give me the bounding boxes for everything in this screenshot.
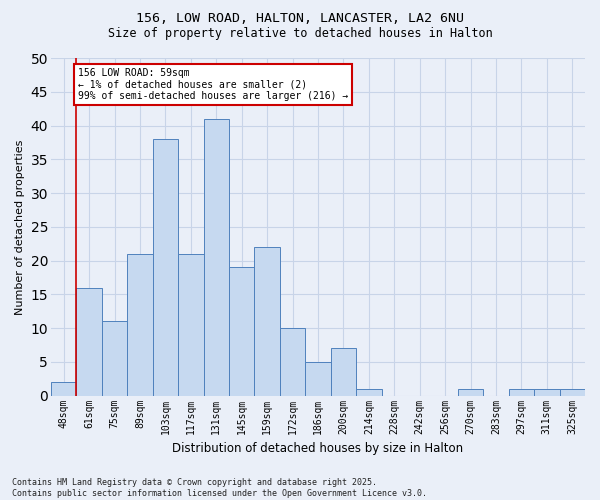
Bar (509, 389, 534, 396)
Bar (203, 119, 229, 396)
Bar (76, 288, 102, 396)
Bar (254, 247, 280, 396)
Bar (127, 254, 152, 396)
Bar (305, 362, 331, 396)
Text: Size of property relative to detached houses in Halton: Size of property relative to detached ho… (107, 28, 493, 40)
Bar (102, 322, 127, 396)
Bar (331, 348, 356, 396)
Y-axis label: Number of detached properties: Number of detached properties (15, 139, 25, 314)
Bar (356, 389, 382, 396)
Bar (152, 139, 178, 396)
Bar (178, 254, 203, 396)
Text: 156 LOW ROAD: 59sqm
← 1% of detached houses are smaller (2)
99% of semi-detached: 156 LOW ROAD: 59sqm ← 1% of detached hou… (77, 68, 348, 102)
Text: Contains HM Land Registry data © Crown copyright and database right 2025.
Contai: Contains HM Land Registry data © Crown c… (12, 478, 427, 498)
Bar (280, 328, 305, 396)
Bar (534, 389, 560, 396)
Bar (458, 389, 483, 396)
Text: 156, LOW ROAD, HALTON, LANCASTER, LA2 6NU: 156, LOW ROAD, HALTON, LANCASTER, LA2 6N… (136, 12, 464, 26)
Bar (51, 382, 76, 396)
Bar (229, 268, 254, 396)
X-axis label: Distribution of detached houses by size in Halton: Distribution of detached houses by size … (172, 442, 464, 455)
Bar (560, 389, 585, 396)
